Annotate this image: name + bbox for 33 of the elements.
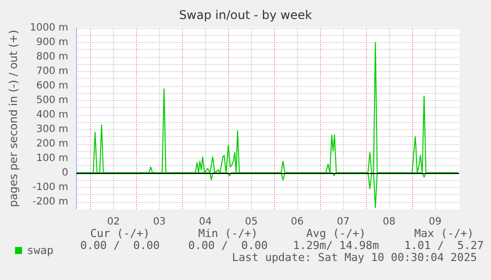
x-tick-label: 06 <box>290 216 304 228</box>
y-tick-label: -100 m <box>32 182 68 193</box>
text: 0.00 / 0.00 <box>80 239 160 252</box>
y-tick-label: -200 m <box>32 196 68 208</box>
text: Avg (-/+) <box>306 227 366 240</box>
y-tick-label: 600 m <box>36 80 68 92</box>
y-tick-label: 700 m <box>36 66 68 77</box>
x-tick-label: 04 <box>199 216 212 228</box>
text: Last update: Sat May 10 00:30:04 2025 <box>232 251 477 264</box>
text: 1.01 / 5.27 <box>404 239 484 252</box>
y-tick-label: 900 m <box>36 36 68 48</box>
x-tick-label: 02 <box>107 216 120 228</box>
y-axis-title: pages per second in (-) / out (+) <box>7 30 20 208</box>
y-tick-label: 100 m <box>36 152 68 164</box>
x-tick-label: 07 <box>336 216 350 228</box>
y-tick-label: 1000 m <box>30 22 68 34</box>
x-tick-label: 05 <box>244 216 258 228</box>
chart-title: Swap in/out - by week <box>179 8 312 22</box>
text: 0.00 / 0.00 <box>188 239 268 252</box>
text: Min (-/+) <box>198 227 258 240</box>
y-tick-label: 400 m <box>36 109 68 120</box>
legend-label: swap <box>27 244 54 257</box>
y-tick-label: 500 m <box>36 94 68 106</box>
x-tick-label: 03 <box>153 216 166 228</box>
text: 1.29m/ 14.98m <box>292 239 380 252</box>
y-tick-label: 800 m <box>36 51 68 62</box>
x-tick-label: 09 <box>428 216 442 228</box>
text: Max (-/+) <box>414 227 474 240</box>
y-tick-label: 300 m <box>36 124 68 135</box>
text: Cur (-/+) <box>90 227 150 240</box>
x-tick-label: 08 <box>382 216 396 228</box>
y-tick-label: 200 m <box>36 138 68 150</box>
y-tick-label: 0 <box>62 167 68 178</box>
